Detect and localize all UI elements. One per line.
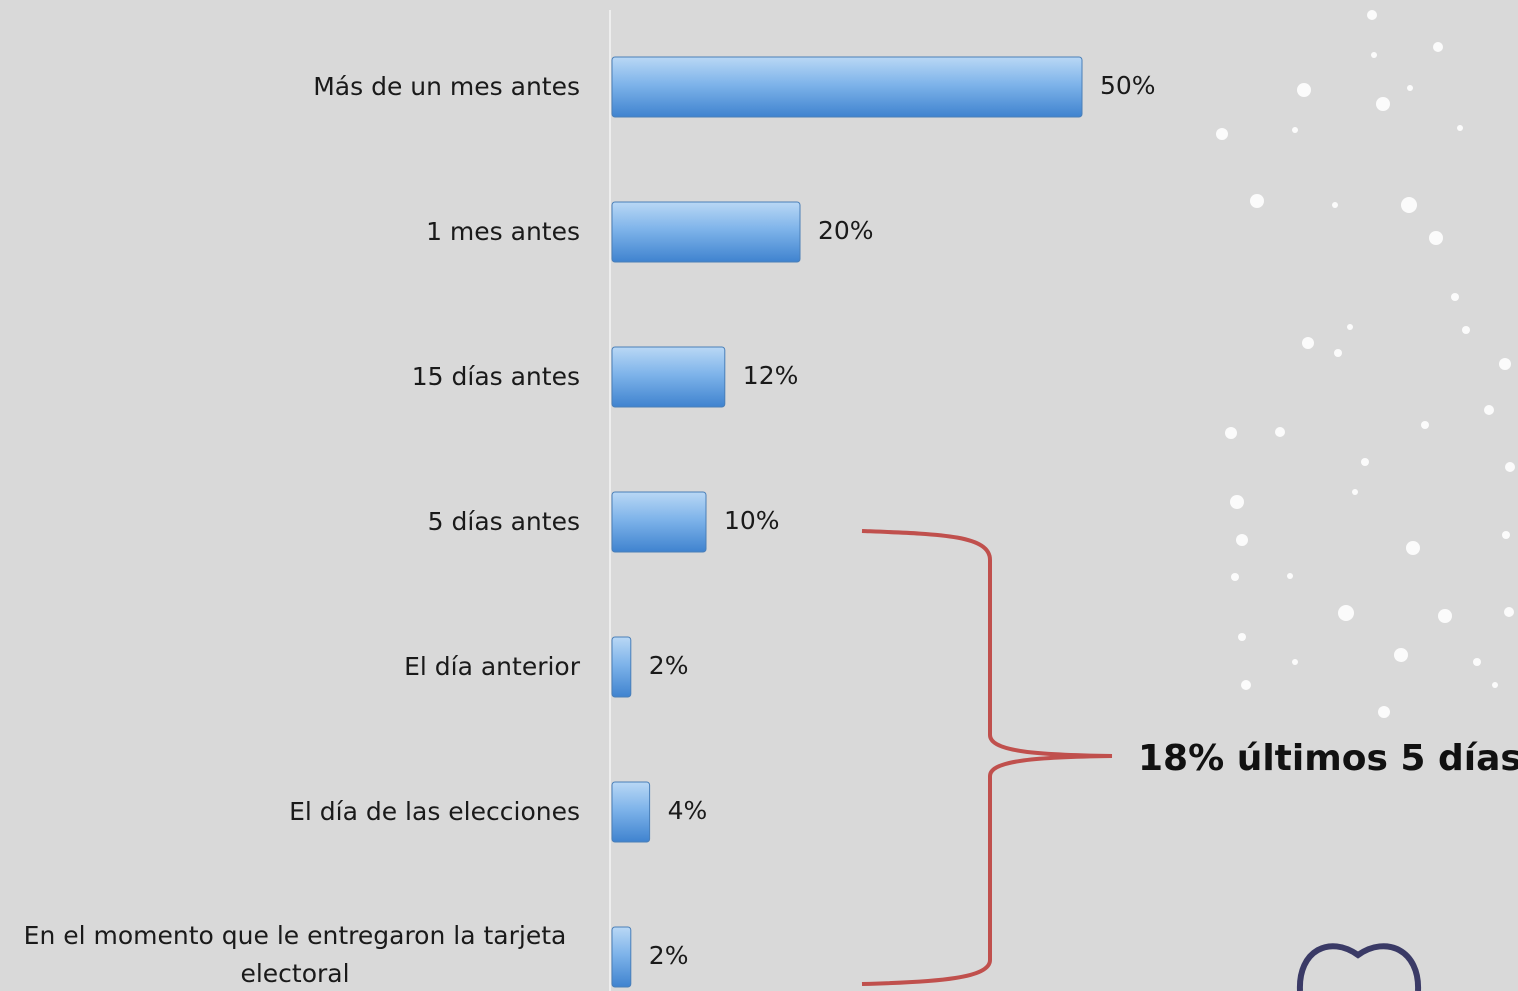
value-label: 50% bbox=[1100, 71, 1156, 100]
value-label: 10% bbox=[724, 506, 780, 535]
bar bbox=[611, 491, 707, 553]
bar bbox=[611, 201, 801, 263]
category-label: El día de las elecciones bbox=[289, 797, 580, 826]
bracket bbox=[861, 529, 1113, 986]
decoration-stars bbox=[1216, 10, 1515, 718]
category-label: 15 días antes bbox=[411, 362, 580, 391]
category-label: En el momento que le entregaron la tarje… bbox=[23, 921, 567, 988]
value-label: 20% bbox=[818, 216, 874, 245]
bar bbox=[611, 636, 632, 698]
category-label: 1 mes antes bbox=[426, 217, 580, 246]
category-label: Más de un mes antes bbox=[313, 72, 580, 101]
value-label: 2% bbox=[649, 941, 689, 970]
value-label: 2% bbox=[649, 651, 689, 680]
bar bbox=[611, 926, 632, 988]
annotation: 18% últimos 5 días bbox=[1138, 738, 1518, 779]
value-label: 12% bbox=[743, 361, 799, 390]
bar bbox=[611, 56, 1083, 118]
bar bbox=[611, 346, 726, 408]
category-label: 5 días antes bbox=[427, 507, 580, 536]
category-label: El día anterior bbox=[404, 652, 580, 681]
bar bbox=[611, 781, 651, 843]
logo bbox=[1296, 943, 1422, 991]
value-label: 4% bbox=[668, 796, 708, 825]
